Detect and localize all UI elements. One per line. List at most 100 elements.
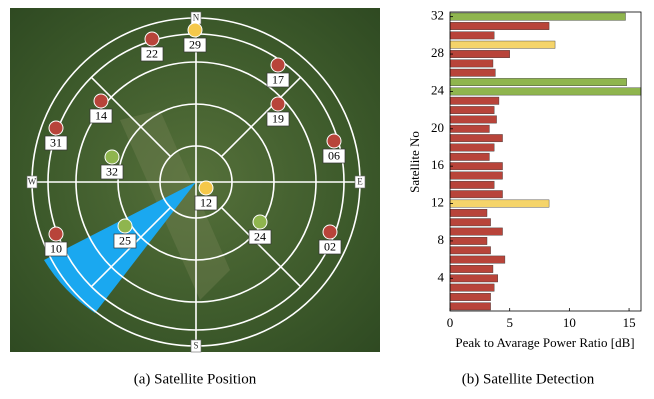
bar bbox=[449, 115, 497, 124]
caption: (b) Satellite Detection bbox=[462, 371, 595, 387]
satellite-label-box bbox=[44, 241, 68, 257]
skyplot-labels: N E S W 29 22 17 19 14 31 06 32 12 24 25 10 02 bbox=[26, 11, 366, 353]
satellite-label: 29 bbox=[189, 37, 201, 51]
satellite-label-box bbox=[89, 108, 113, 124]
y-tick-label: 32 bbox=[431, 8, 444, 23]
satellite bbox=[48, 120, 64, 136]
bar bbox=[449, 302, 491, 311]
satellite bbox=[270, 96, 286, 112]
spoke bbox=[220, 76, 302, 158]
satellite-label-box bbox=[322, 148, 346, 164]
direction-box bbox=[190, 339, 202, 353]
satellite-label-box bbox=[44, 135, 68, 151]
x-tick-label: 10 bbox=[563, 315, 576, 330]
y-tick-label: 28 bbox=[431, 45, 444, 60]
satellite-label-box bbox=[183, 37, 207, 53]
y-tick-label: 16 bbox=[431, 157, 445, 172]
x-tick-label: 15 bbox=[623, 315, 636, 330]
bar bbox=[449, 31, 495, 40]
satellite-label-box bbox=[113, 233, 137, 249]
bar bbox=[449, 152, 490, 161]
x-axis-label: Peak to Avarage Power Ratio [dB] bbox=[455, 335, 634, 350]
bar bbox=[449, 40, 556, 49]
bar bbox=[449, 208, 488, 217]
satellite-label: 31 bbox=[50, 135, 62, 149]
plot-frame bbox=[449, 11, 642, 312]
y-tick-label: 12 bbox=[431, 195, 444, 210]
bar bbox=[449, 283, 495, 292]
satellite-label: 22 bbox=[146, 46, 158, 60]
y-tick-label: 4 bbox=[438, 269, 445, 284]
spoke bbox=[220, 206, 302, 288]
bar bbox=[449, 218, 491, 227]
bar bbox=[449, 59, 494, 68]
bar bbox=[449, 180, 495, 189]
direction-label: S bbox=[193, 341, 198, 351]
direction-label: W bbox=[28, 177, 37, 187]
bar bbox=[449, 96, 500, 105]
satellite-label: 02 bbox=[324, 239, 336, 253]
bar bbox=[449, 190, 503, 199]
bar bbox=[449, 12, 626, 21]
satellite bbox=[322, 224, 338, 240]
direction-box bbox=[26, 175, 38, 189]
bar bbox=[449, 162, 503, 171]
y-tick-label: 24 bbox=[431, 82, 445, 97]
bar bbox=[449, 255, 506, 264]
bar bbox=[449, 87, 642, 96]
satellite-label: 19 bbox=[272, 111, 284, 125]
satellite bbox=[326, 133, 342, 149]
satellite bbox=[104, 149, 120, 165]
bar bbox=[449, 106, 495, 115]
x-tick-label: 5 bbox=[506, 315, 513, 330]
y-axis-label: Satellite No bbox=[407, 131, 422, 193]
aerial-image bbox=[10, 8, 380, 352]
satellite bbox=[48, 226, 64, 242]
bar bbox=[449, 227, 503, 236]
bar bbox=[449, 199, 550, 208]
y-tick-label: 8 bbox=[438, 232, 445, 247]
bar bbox=[449, 293, 491, 301]
bar bbox=[449, 171, 503, 180]
spoke bbox=[90, 76, 172, 158]
direction-label: N bbox=[193, 13, 200, 23]
x-tick-label: 0 bbox=[447, 315, 454, 330]
satellite-label: 10 bbox=[50, 241, 62, 255]
bar bbox=[449, 68, 496, 77]
bar bbox=[449, 134, 503, 143]
satellite bbox=[144, 31, 160, 47]
y-tick-label: 20 bbox=[431, 120, 444, 135]
satellite-label-box bbox=[266, 111, 290, 127]
satellite bbox=[93, 93, 109, 109]
satellite bbox=[252, 214, 268, 230]
bar bbox=[449, 50, 510, 58]
bar bbox=[449, 124, 490, 133]
satellite-label-box bbox=[318, 239, 342, 255]
bar bbox=[449, 22, 550, 30]
satellite-label-box bbox=[248, 229, 272, 245]
bar bbox=[449, 78, 627, 86]
satellite-label-box bbox=[266, 72, 290, 88]
satellite-label: 14 bbox=[95, 108, 107, 122]
satellite bbox=[117, 218, 133, 234]
satellite-label: 06 bbox=[328, 148, 340, 162]
direction-box bbox=[354, 175, 366, 189]
bar bbox=[449, 143, 495, 152]
bar-chart: 0 5 10 15 4 8 12 16 20 24 28 32 bbox=[431, 8, 642, 330]
bar bbox=[449, 274, 498, 283]
satellite-label: 17 bbox=[272, 72, 284, 86]
satellite-label: 24 bbox=[254, 229, 266, 243]
satellite bbox=[187, 22, 203, 38]
bar bbox=[449, 237, 488, 245]
satellite-label-box bbox=[194, 195, 218, 211]
caption: (a) Satellite Position bbox=[134, 371, 257, 387]
satellite-label: 32 bbox=[106, 164, 118, 178]
bar bbox=[449, 246, 491, 255]
satellite bbox=[198, 180, 214, 196]
satellite-label: 12 bbox=[200, 195, 212, 209]
satellite bbox=[270, 57, 286, 73]
satellite-label-box bbox=[100, 164, 124, 180]
satellite-label-box bbox=[140, 46, 164, 62]
bar bbox=[449, 265, 494, 273]
